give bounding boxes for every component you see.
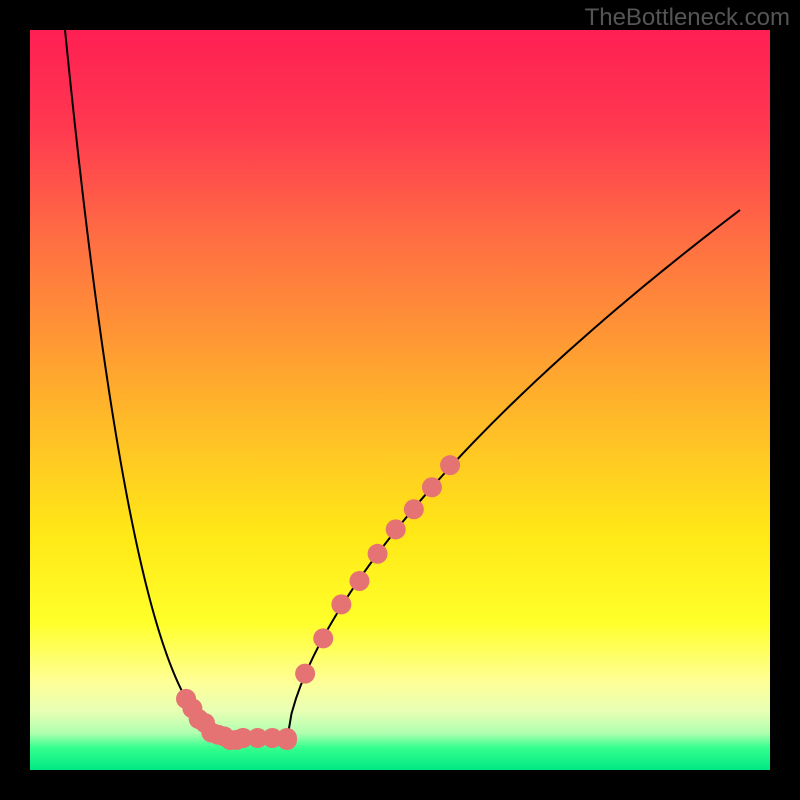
- v-curve-layer: [30, 30, 770, 770]
- chart-frame: TheBottleneck.com: [0, 0, 800, 800]
- marker-group: [176, 455, 460, 750]
- v-curve-path: [65, 30, 740, 740]
- curve-marker: [404, 499, 424, 519]
- curve-marker: [295, 664, 315, 684]
- plot-area: [30, 30, 770, 770]
- curve-marker: [386, 519, 406, 539]
- curve-marker: [331, 594, 351, 614]
- curve-marker: [422, 477, 442, 497]
- curve-marker: [440, 455, 460, 475]
- curve-marker: [313, 628, 333, 648]
- watermark-text: TheBottleneck.com: [585, 4, 790, 32]
- curve-marker: [368, 544, 388, 564]
- curve-marker: [277, 728, 297, 748]
- curve-marker: [349, 571, 369, 591]
